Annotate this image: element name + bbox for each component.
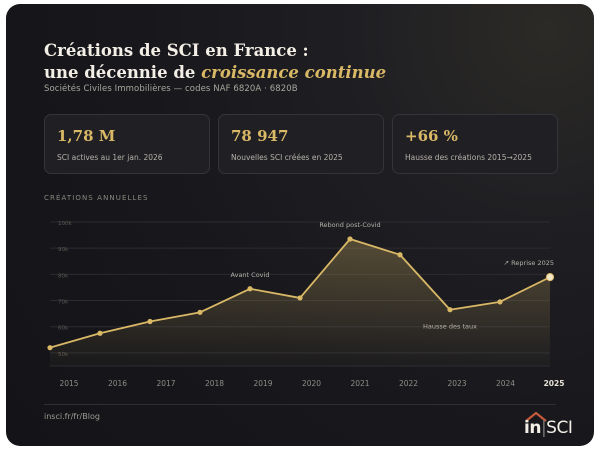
title-line-2-plain: une décennie de (44, 63, 202, 82)
y-tick-label: 60k (58, 326, 69, 332)
stat-label: Nouvelles SCI créées en 2025 (231, 153, 343, 162)
title-line-1: Créations de SCI en France : (44, 41, 309, 60)
data-point (497, 299, 503, 305)
data-point (97, 330, 103, 336)
chart-annotation: Avant Covid (231, 271, 270, 279)
data-point (247, 286, 253, 292)
data-point (147, 318, 153, 325)
title-accent: croissance continue (201, 63, 387, 82)
x-tick-label: 2015 (59, 379, 78, 388)
y-tick-label: 70k (58, 300, 69, 306)
x-tick-label: 2021 (350, 379, 369, 388)
data-point (197, 309, 203, 315)
chart-annotation: Rebond post-Covid (319, 221, 380, 229)
insci-logo: in|SCI (524, 411, 580, 438)
logo-wordmark: in|SCI (524, 418, 573, 438)
x-tick-label: 2023 (447, 379, 466, 388)
line-chart: 50k60k70k80k90k100k201520162017201820192… (47, 221, 565, 388)
x-tick-label: 2022 (399, 379, 418, 388)
x-tick-label: 2025 (544, 379, 565, 388)
y-tick-label: 90k (58, 247, 69, 253)
chart-annotation: ↗ Reprise 2025 (504, 259, 554, 267)
footer-divider (44, 404, 556, 405)
logo-separator: | (540, 418, 547, 438)
y-tick-label: 80k (58, 273, 69, 279)
stat-value: 78 947 (231, 127, 289, 145)
x-tick-label: 2020 (302, 379, 321, 388)
area-fill (50, 239, 550, 366)
infographic-card: Créations de SCI en France : une décenni… (6, 4, 594, 446)
stat-label: Hausse des créations 2015→2025 (405, 153, 532, 162)
title-line-2: une décennie de croissance continue (44, 62, 464, 84)
stat-card-new-sci: 78 947 Nouvelles SCI créées en 2025 (218, 114, 384, 174)
data-point (47, 345, 53, 351)
data-point (397, 252, 403, 258)
logo-in: in (524, 418, 541, 438)
stat-label: SCI actives au 1er jan. 2026 (57, 153, 163, 162)
data-point (297, 295, 303, 301)
x-tick-label: 2024 (496, 379, 515, 388)
x-tick-label: 2018 (205, 379, 224, 388)
data-point (447, 307, 453, 313)
x-tick-label: 2017 (156, 379, 175, 388)
x-tick-label: 2016 (108, 379, 127, 388)
house-roof-icon (525, 411, 547, 422)
stat-card-active-sci: 1,78 M SCI actives au 1er jan. 2026 (44, 114, 210, 174)
y-tick-label: 100k (58, 221, 72, 227)
stat-value: +66 % (405, 127, 458, 145)
footer-link[interactable]: insci.fr/fr/Blog (44, 412, 100, 421)
page-subtitle: Sociétés Civiles Immobilières — codes NA… (44, 84, 298, 94)
logo-sci: SCI (546, 418, 573, 438)
chart-section-label: CRÉATIONS ANNUELLES (44, 194, 149, 202)
x-tick-label: 2019 (253, 379, 272, 388)
data-point (545, 273, 555, 282)
page-title: Créations de SCI en France : une décenni… (44, 40, 464, 84)
data-point (347, 236, 353, 242)
stat-value: 1,78 M (57, 127, 116, 145)
chart-annotation: Hausse des taux (423, 323, 477, 331)
stat-card-growth: +66 % Hausse des créations 2015→2025 (392, 114, 558, 174)
